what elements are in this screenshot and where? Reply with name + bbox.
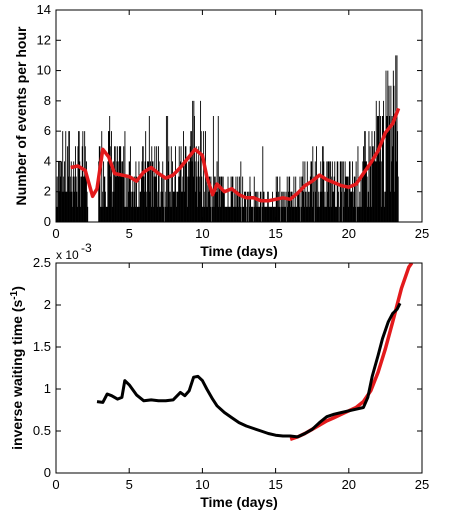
bottom-y-tick-label: 2.5 bbox=[33, 255, 51, 270]
top-y-tick-label: 12 bbox=[37, 32, 51, 47]
top-x-tick-label: 20 bbox=[342, 226, 356, 241]
bottom-y-label: inverse waiting time (s-1) bbox=[9, 286, 25, 450]
top-y-label: Number of events per hour bbox=[13, 26, 29, 205]
bottom-y-tick-label: 2 bbox=[44, 297, 51, 312]
bottom-y-tick-label: 0.5 bbox=[33, 423, 51, 438]
bottom-y-exponent-base: x 10 bbox=[56, 248, 79, 262]
top-smoothed-rate-line bbox=[70, 107, 401, 203]
top-ticks: 0 5 10 15 20 25 0 2 4 6 8 10 12 14 bbox=[37, 2, 430, 241]
bottom-y-tick-label: 1 bbox=[44, 381, 51, 396]
top-y-tick-label: 6 bbox=[44, 123, 51, 138]
bottom-y-label-sup: -1 bbox=[9, 290, 20, 299]
bottom-plot-area bbox=[56, 263, 422, 473]
bottom-y-exponent: x 10 -3 bbox=[56, 241, 92, 262]
bottom-y-label-main: inverse waiting time (s bbox=[9, 300, 25, 450]
top-panel: 0 5 10 15 20 25 0 2 4 6 8 10 12 14 Time (days) Number… bbox=[13, 2, 429, 259]
bottom-x-tick-label: 10 bbox=[195, 477, 209, 492]
top-axes-box bbox=[55, 9, 423, 223]
bottom-y-tick-label: 0 bbox=[44, 465, 51, 480]
bottom-y-exponent-power: -3 bbox=[81, 241, 92, 255]
bottom-x-label: Time (days) bbox=[200, 494, 278, 510]
top-x-tick-label: 5 bbox=[126, 226, 133, 241]
bottom-x-tick-label: 20 bbox=[342, 477, 356, 492]
bottom-x-tick-label: 15 bbox=[268, 477, 282, 492]
bottom-axes-box bbox=[55, 262, 423, 474]
top-x-label: Time (days) bbox=[200, 243, 278, 259]
top-y-tick-label: 2 bbox=[44, 184, 51, 199]
top-y-tick-label: 10 bbox=[37, 63, 51, 78]
bottom-data-line bbox=[96, 302, 402, 439]
top-event-bars bbox=[55, 55, 399, 222]
top-x-tick-label: 10 bbox=[195, 226, 209, 241]
top-x-tick-label: 25 bbox=[415, 226, 429, 241]
bottom-x-tick-label: 5 bbox=[126, 477, 133, 492]
bottom-ticks: 0 5 10 15 20 25 0 0.5 1 1.5 2 2.5 bbox=[33, 255, 429, 492]
bottom-y-tick-label: 1.5 bbox=[33, 339, 51, 354]
bottom-y-label-end: ) bbox=[9, 286, 25, 291]
bottom-x-tick-label: 0 bbox=[52, 477, 59, 492]
top-y-tick-label: 0 bbox=[44, 214, 51, 229]
bottom-x-tick-label: 25 bbox=[415, 477, 429, 492]
top-y-tick-label: 14 bbox=[37, 2, 51, 17]
top-x-tick-label: 0 bbox=[52, 226, 59, 241]
top-x-tick-label: 15 bbox=[268, 226, 282, 241]
top-y-tick-label: 8 bbox=[44, 93, 51, 108]
bottom-panel: x 10 -3 0 5 10 15 20 25 0 0.5 1 1.5 2 2.5 Time (day… bbox=[9, 241, 429, 510]
top-y-tick-label: 4 bbox=[44, 153, 51, 168]
